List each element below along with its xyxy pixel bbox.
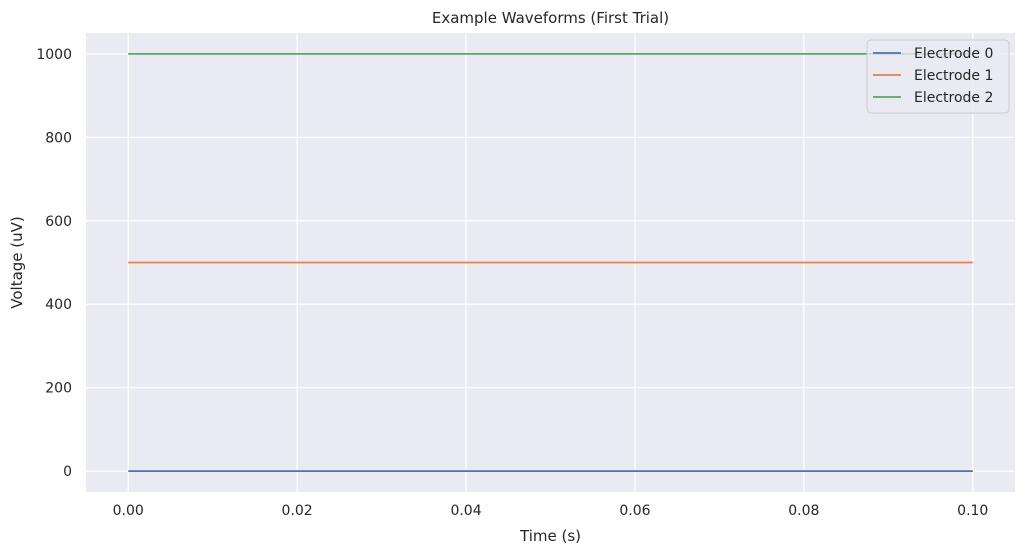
y-tick-label: 200 bbox=[45, 381, 72, 397]
x-tick-label: 0.08 bbox=[788, 503, 819, 519]
legend-box bbox=[866, 39, 1010, 114]
x-tick-label: 0.02 bbox=[282, 503, 313, 519]
y-axis-label: Voltage (uV) bbox=[8, 216, 26, 309]
y-tick-label: 0 bbox=[63, 464, 72, 480]
x-tick-label: 0.06 bbox=[619, 503, 650, 519]
y-tick-label: 1000 bbox=[36, 47, 72, 63]
chart-title: Example Waveforms (First Trial) bbox=[432, 9, 669, 27]
y-tick-label: 600 bbox=[45, 214, 72, 230]
x-tick-label: 0.00 bbox=[113, 503, 144, 519]
x-tick-label: 0.10 bbox=[957, 503, 988, 519]
x-tick-label: 0.04 bbox=[450, 503, 481, 519]
tick-labels: 0.00 0.02 0.04 0.06 0.08 0.10 0 200 400 600 800 100… bbox=[36, 47, 988, 519]
y-tick-label: 400 bbox=[45, 297, 72, 313]
x-axis-label: Time (s) bbox=[519, 527, 581, 545]
legend-entry-label: Electrode 2 bbox=[914, 90, 993, 106]
series-lines bbox=[128, 52, 973, 473]
y-tick-label: 800 bbox=[45, 130, 72, 146]
legend-entry-label: Electrode 0 bbox=[914, 46, 993, 62]
legend: Electrode 0 Electrode 1 Electrode 2 bbox=[866, 39, 1010, 114]
legend-entry-label: Electrode 1 bbox=[914, 68, 993, 84]
